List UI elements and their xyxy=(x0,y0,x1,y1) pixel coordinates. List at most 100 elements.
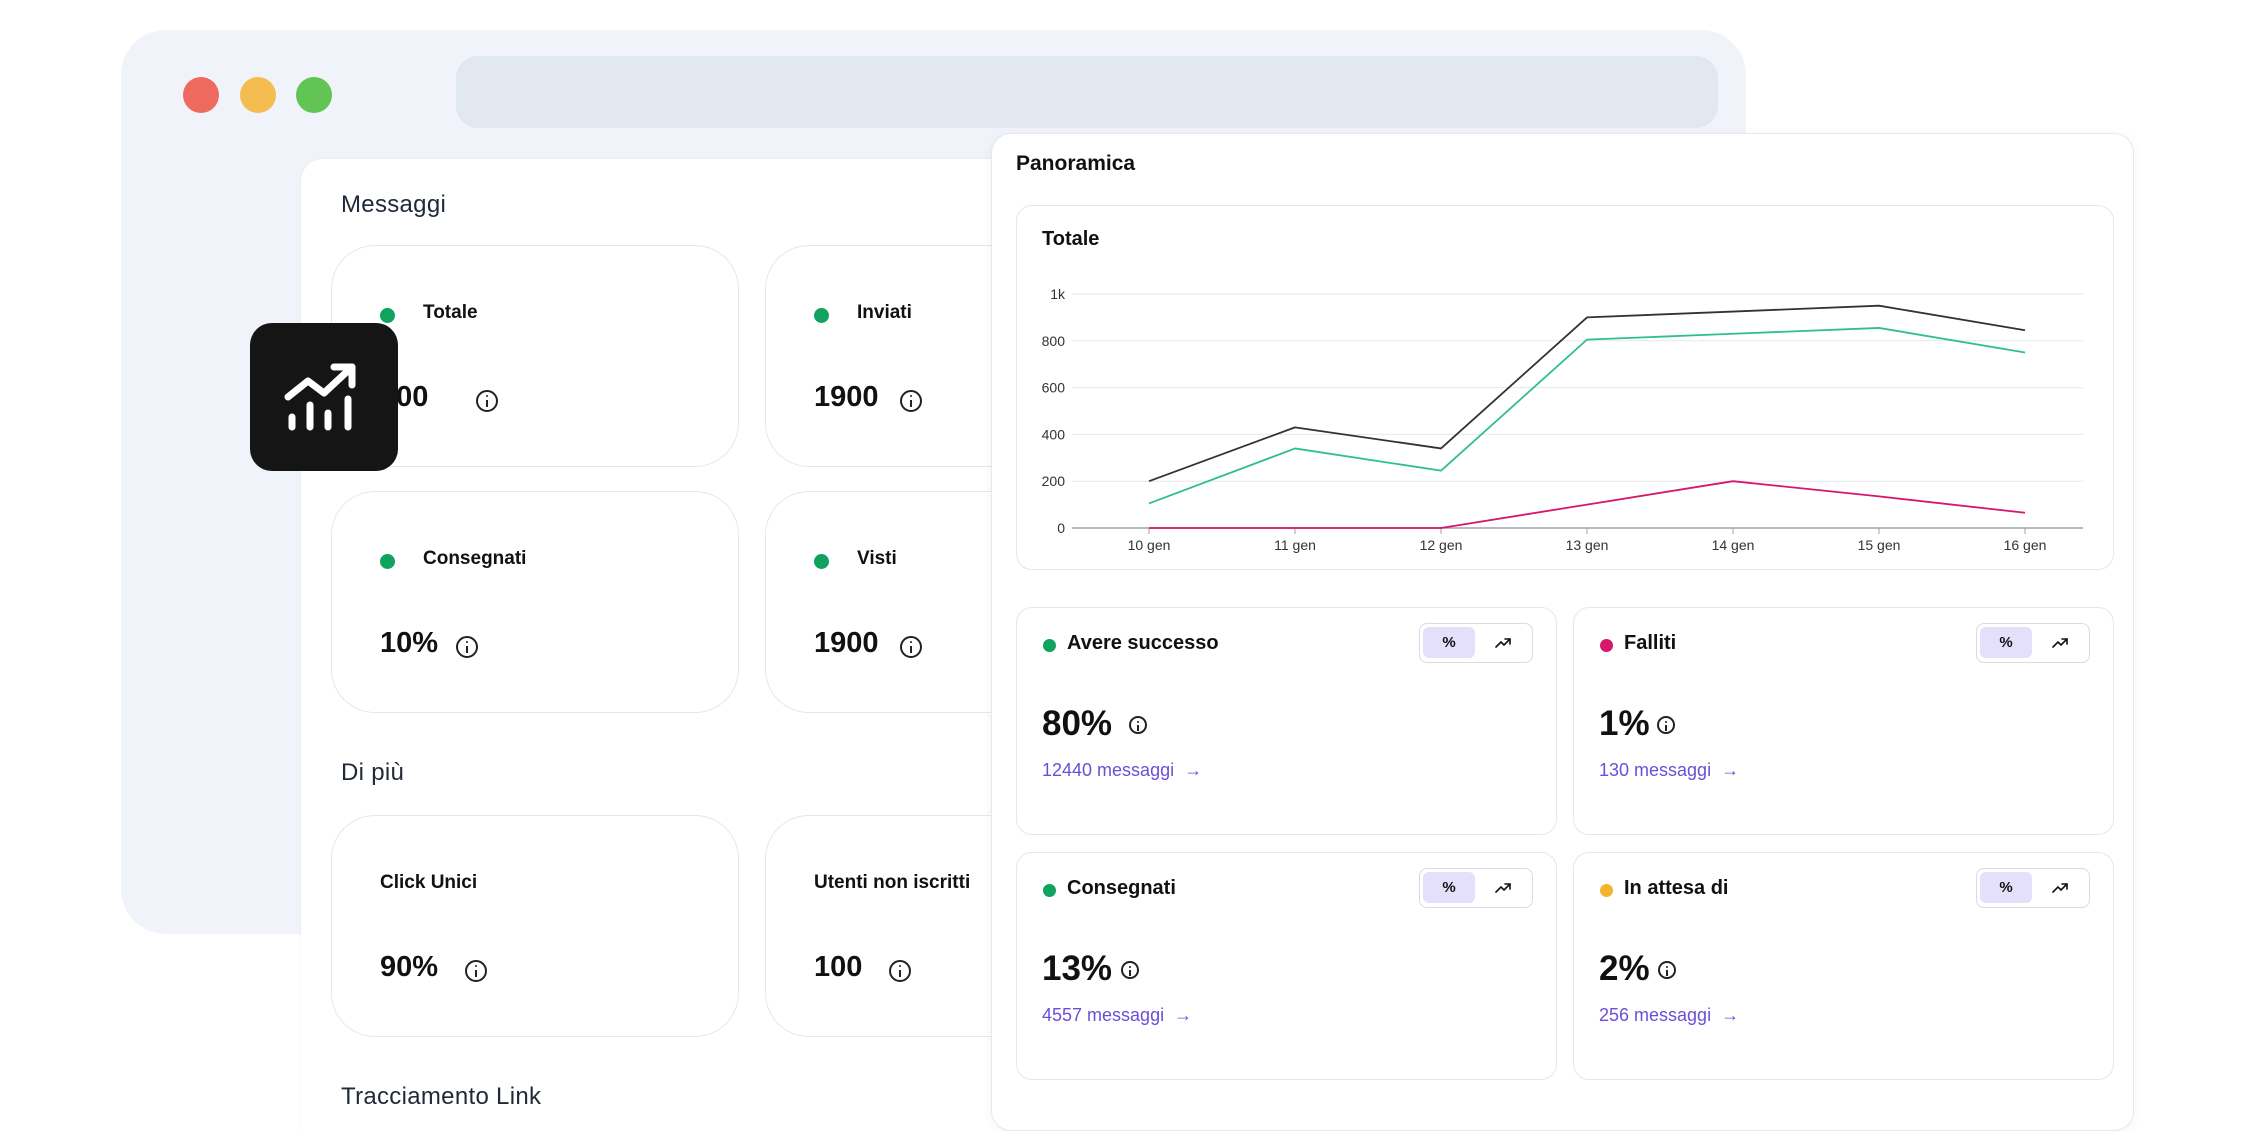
status-dot xyxy=(1043,884,1056,897)
y-tick-label: 600 xyxy=(1042,380,1066,396)
metric-value: 2% xyxy=(1599,949,1650,988)
overview-panel: Panoramica Totale 0 200 400 600 800 1k 10 gen 1… xyxy=(991,133,2134,1131)
messages-panel: Messaggi Totale 500 Inviati 1900 Consegn… xyxy=(301,159,1173,1131)
trend-toggle-button[interactable] xyxy=(1478,627,1528,658)
stat-value: 90% xyxy=(380,951,439,983)
info-icon[interactable] xyxy=(900,636,922,658)
arrow-right-icon: → xyxy=(1174,1005,1193,1025)
percent-toggle-button[interactable]: % xyxy=(1980,627,2032,658)
trend-toggle-button[interactable] xyxy=(2035,627,2085,658)
metric-label: Avere successo xyxy=(1067,632,1219,654)
info-icon[interactable] xyxy=(1658,961,1676,979)
messages-link[interactable]: 4557 messaggi → xyxy=(1042,1005,1192,1026)
info-icon[interactable] xyxy=(1129,716,1147,734)
messages-link[interactable]: 256 messaggi → xyxy=(1599,1005,1739,1026)
trend-arrow-icon xyxy=(2052,882,2068,893)
arrow-right-icon: → xyxy=(1184,760,1203,780)
info-icon[interactable] xyxy=(1121,961,1139,979)
stat-value: 100 xyxy=(814,951,863,983)
series-line-0 xyxy=(1148,304,2026,483)
status-dot xyxy=(380,308,395,323)
trending-up-chart-icon xyxy=(284,363,356,431)
stat-label: Consegnati xyxy=(423,548,527,569)
y-tick-label: 800 xyxy=(1042,333,1066,349)
trend-arrow-icon xyxy=(2052,637,2068,648)
line-chart: 0 200 400 600 800 1k 10 gen 11 gen 12 gen 13 gen 1… xyxy=(1042,286,2083,553)
stat-label: Click Unici xyxy=(380,872,478,893)
stat-value: 1900 xyxy=(814,381,879,413)
view-toggle[interactable]: % xyxy=(1976,623,2090,663)
info-icon[interactable] xyxy=(465,960,487,982)
metric-card-pending[interactable]: In attesa di % 2% 256 messaggi → xyxy=(1573,852,2114,1080)
y-tick-label: 200 xyxy=(1042,473,1066,489)
trend-toggle-button[interactable] xyxy=(2035,872,2085,903)
overview-title: Panoramica xyxy=(1016,152,1136,175)
x-tick-label: 16 gen xyxy=(2004,537,2047,553)
info-icon[interactable] xyxy=(476,390,498,412)
x-tick-label: 12 gen xyxy=(1420,537,1463,553)
x-tick-label: 13 gen xyxy=(1566,537,1609,553)
messages-section-title: Messaggi xyxy=(341,191,447,218)
x-tick-label: 15 gen xyxy=(1858,537,1901,553)
info-icon[interactable] xyxy=(1657,716,1675,734)
y-tick-label: 1k xyxy=(1050,286,1066,302)
metric-card-failed[interactable]: Falliti % 1% 130 messaggi → xyxy=(1573,607,2114,835)
trend-arrow-icon xyxy=(1495,637,1511,648)
percent-toggle-button[interactable]: % xyxy=(1423,872,1475,903)
x-tick-label: 10 gen xyxy=(1128,537,1171,553)
total-chart: Totale 0 200 400 600 800 1k 10 gen 11 gen 12 gen… xyxy=(1016,205,2114,570)
series-line-1 xyxy=(1148,327,2026,505)
status-dot xyxy=(1043,639,1056,652)
messages-link-text: 256 messaggi xyxy=(1599,1005,1712,1025)
stat-card-click-unici[interactable]: Click Unici 90% xyxy=(331,815,739,1037)
view-toggle[interactable]: % xyxy=(1419,868,1533,908)
window-minimize-button[interactable] xyxy=(240,77,276,113)
analytics-badge xyxy=(250,323,398,471)
percent-toggle-button[interactable]: % xyxy=(1980,872,2032,903)
y-tick-label: 400 xyxy=(1042,426,1066,442)
address-bar[interactable] xyxy=(456,56,1718,128)
metric-value: 1% xyxy=(1599,704,1650,743)
status-dot xyxy=(1600,639,1613,652)
metric-value: 13% xyxy=(1042,949,1113,988)
stat-value: 1900 xyxy=(814,627,879,659)
series-line-2 xyxy=(1149,480,2026,529)
status-dot xyxy=(380,554,395,569)
arrow-right-icon: → xyxy=(1721,760,1740,780)
window-close-button[interactable] xyxy=(183,77,219,113)
more-section-title: Di più xyxy=(341,759,405,786)
messages-link-text: 4557 messaggi xyxy=(1042,1005,1165,1025)
window-maximize-button[interactable] xyxy=(296,77,332,113)
link-tracking-section-title: Tracciamento Link xyxy=(341,1083,542,1110)
messages-link-text: 12440 messaggi xyxy=(1042,760,1175,780)
arrow-right-icon: → xyxy=(1721,1005,1740,1025)
messages-link[interactable]: 130 messaggi → xyxy=(1599,760,1739,781)
info-icon[interactable] xyxy=(889,960,911,982)
stat-label: Utenti non iscritti xyxy=(814,872,971,893)
metric-card-delivered[interactable]: Consegnati % 13% 4557 messaggi → xyxy=(1016,852,1557,1080)
x-tick-label: 11 gen xyxy=(1274,537,1316,553)
percent-toggle-button[interactable]: % xyxy=(1423,627,1475,658)
y-tick-label: 0 xyxy=(1057,520,1065,536)
metric-label: Falliti xyxy=(1624,632,1677,654)
status-dot xyxy=(814,308,829,323)
stat-card-consegnati[interactable]: Consegnati 10% xyxy=(331,491,739,713)
stat-label: Inviati xyxy=(857,302,912,323)
info-icon[interactable] xyxy=(900,390,922,412)
trend-arrow-icon xyxy=(1495,882,1511,893)
stat-label: Totale xyxy=(423,302,478,323)
metric-label: Consegnati xyxy=(1067,877,1176,899)
view-toggle[interactable]: % xyxy=(1976,868,2090,908)
chart-title: Totale xyxy=(1042,228,1100,250)
stat-value: 10% xyxy=(380,627,439,659)
view-toggle[interactable]: % xyxy=(1419,623,1533,663)
messages-link-text: 130 messaggi xyxy=(1599,760,1712,780)
metric-value: 80% xyxy=(1042,704,1113,743)
messages-link[interactable]: 12440 messaggi → xyxy=(1042,760,1202,781)
metric-label: In attesa di xyxy=(1624,877,1729,899)
metric-card-success[interactable]: Avere successo % 80% 12440 messaggi → xyxy=(1016,607,1557,835)
x-tick-label: 14 gen xyxy=(1712,537,1755,553)
info-icon[interactable] xyxy=(456,636,478,658)
status-dot xyxy=(1600,884,1613,897)
trend-toggle-button[interactable] xyxy=(1478,872,1528,903)
